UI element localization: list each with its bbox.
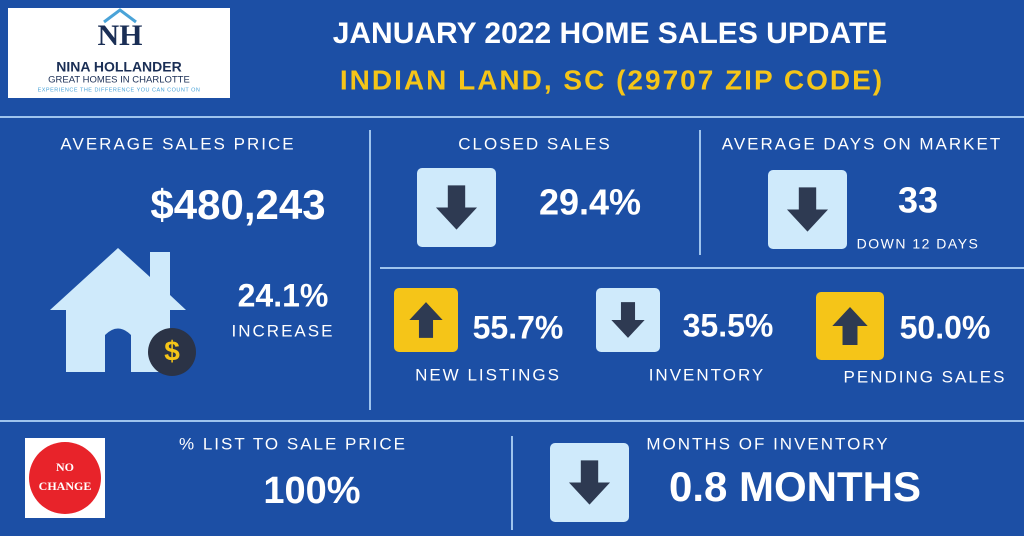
- stat-value: 0.8 MONTHS: [669, 463, 921, 510]
- arrow-up: [409, 302, 443, 338]
- stat-value: 100%: [263, 470, 360, 512]
- coin-icon: [148, 328, 196, 376]
- stat-value: 50.0%: [900, 309, 991, 345]
- arrow-down: [611, 302, 645, 338]
- logo-name: NINA HOLLANDER: [56, 59, 181, 75]
- logo-subtitle: GREAT HOMES IN CHARLOTTE: [48, 75, 190, 86]
- logo-box: [8, 8, 230, 98]
- stat-value: 55.7%: [473, 309, 564, 345]
- logo-roof: [103, 8, 137, 24]
- house-door: [105, 328, 131, 372]
- arrow-down: [568, 460, 611, 505]
- stat-label: AVERAGE DAYS ON MARKET: [722, 134, 1002, 153]
- coin-symbol: $: [164, 335, 180, 366]
- stat-change: 24.1%: [238, 277, 329, 313]
- dividers: [0, 116, 1024, 530]
- stat-label: CLOSED SALES: [458, 134, 611, 153]
- stat-value: 29.4%: [539, 182, 641, 223]
- badge-circle: [29, 442, 101, 514]
- stat-label: AVERAGE SALES PRICE: [60, 134, 295, 153]
- arrow-up: [832, 306, 868, 346]
- title: JANUARY 2022 HOME SALES UPDATE: [333, 17, 888, 50]
- stat-value: 35.5%: [683, 307, 774, 343]
- logo-monogram: NH: [98, 19, 143, 52]
- stat-value: $480,243: [150, 181, 325, 228]
- stat-label: INVENTORY: [649, 365, 766, 384]
- stat-label: MONTHS OF INVENTORY: [646, 434, 889, 453]
- stat-change-label: INCREASE: [232, 321, 335, 340]
- subtitle: INDIAN LAND, SC (29707 ZIP CODE): [340, 64, 884, 95]
- arrow-down: [786, 187, 829, 232]
- stat-label: % LIST TO SALE PRICE: [179, 434, 407, 453]
- stat-label: PENDING SALES: [844, 367, 1007, 386]
- stat-note: DOWN 12 DAYS: [857, 236, 980, 252]
- badge-text: CHANGE: [39, 479, 92, 493]
- stat-label: NEW LISTINGS: [415, 365, 561, 384]
- arrow-down: [435, 185, 478, 230]
- logo-tagline: EXPERIENCE THE DIFFERENCE YOU CAN COUNT …: [38, 87, 201, 93]
- stat-value: 33: [898, 180, 938, 221]
- badge-text: NO: [56, 460, 74, 474]
